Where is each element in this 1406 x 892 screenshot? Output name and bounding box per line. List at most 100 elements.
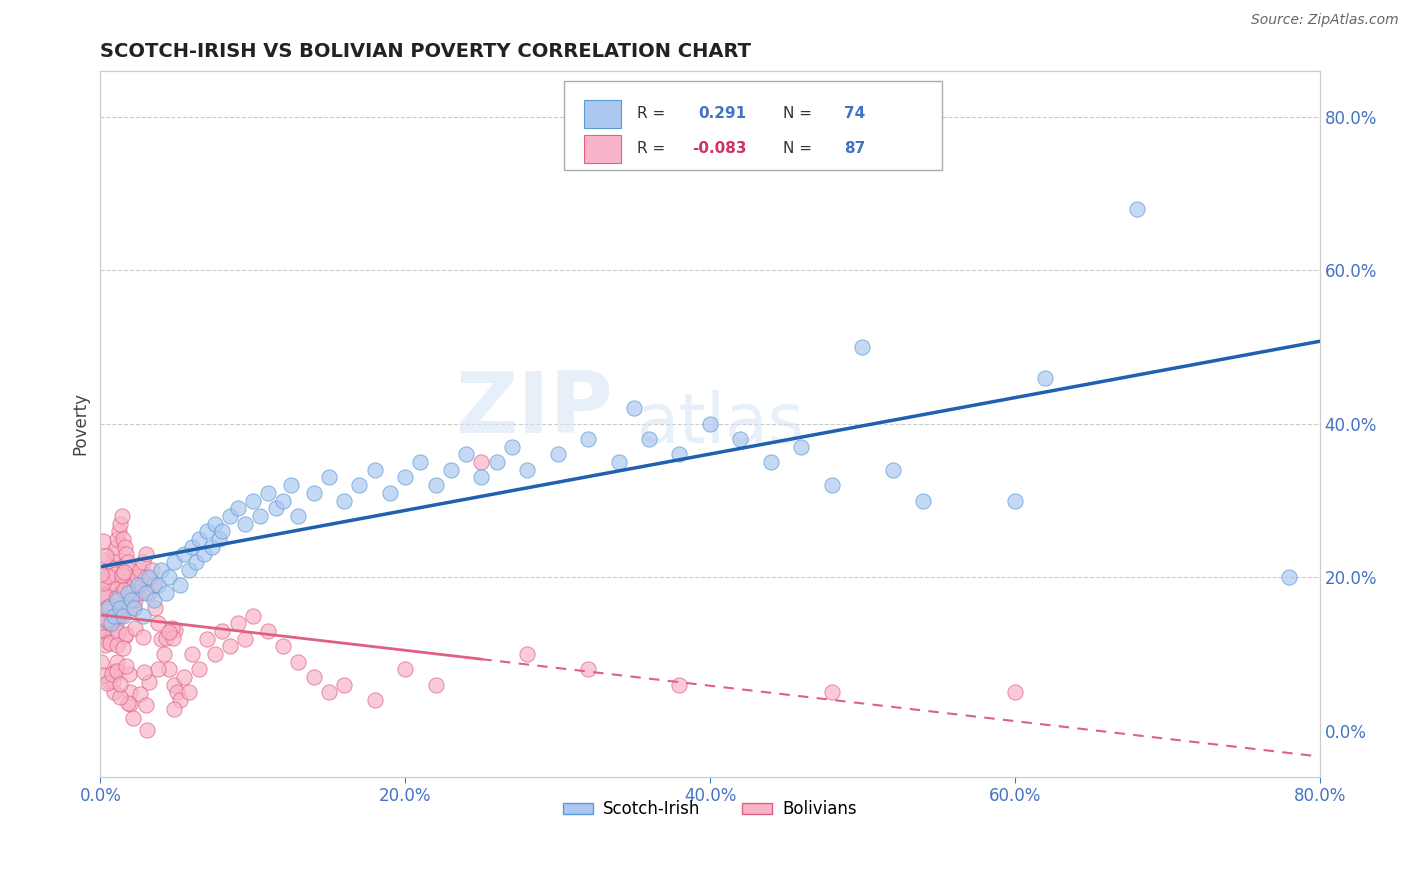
Point: [122, 601, 145, 615]
Point: [132, 630, 155, 644]
Point: [242, 608, 264, 623]
Point: [271, 493, 294, 508]
Point: [97, 568, 120, 582]
Point: [104, 664, 127, 678]
Point: [100, 563, 122, 577]
Point: [114, 540, 136, 554]
Point: [204, 647, 226, 661]
Point: [211, 624, 233, 638]
Point: [132, 608, 155, 623]
Point: [155, 632, 177, 646]
Point: [115, 547, 138, 561]
Point: [188, 532, 211, 546]
Point: [132, 555, 155, 569]
Point: [318, 685, 340, 699]
Point: [470, 455, 492, 469]
Text: 74: 74: [844, 105, 865, 120]
Point: [118, 697, 141, 711]
Point: [96, 585, 118, 599]
Point: [157, 662, 180, 676]
Point: [117, 555, 139, 569]
Point: [94, 590, 117, 604]
Point: [271, 640, 294, 654]
Legend: Scotch-Irish, Bolivians: Scotch-Irish, Bolivians: [557, 794, 863, 825]
FancyBboxPatch shape: [585, 135, 621, 163]
Point: [148, 616, 170, 631]
Point: [114, 593, 136, 607]
Text: -0.083: -0.083: [692, 141, 747, 156]
Point: [146, 662, 169, 676]
Point: [1004, 685, 1026, 699]
Point: [138, 570, 160, 584]
Point: [470, 470, 492, 484]
Point: [302, 486, 325, 500]
Point: [121, 593, 143, 607]
Point: [100, 577, 122, 591]
Text: N =: N =: [783, 105, 813, 120]
Point: [378, 486, 401, 500]
Point: [114, 658, 136, 673]
Point: [456, 447, 478, 461]
Point: [162, 631, 184, 645]
Point: [141, 563, 163, 577]
Point: [790, 440, 813, 454]
Point: [112, 608, 135, 623]
Point: [821, 478, 844, 492]
Point: [111, 508, 134, 523]
Point: [117, 696, 139, 710]
Point: [91, 553, 114, 567]
Point: [180, 540, 202, 554]
Point: [118, 601, 141, 615]
Point: [135, 585, 157, 599]
Point: [118, 667, 141, 681]
Point: [98, 560, 121, 574]
Point: [242, 493, 264, 508]
Point: [485, 455, 508, 469]
Point: [125, 570, 148, 584]
Point: [195, 524, 218, 539]
Point: [186, 555, 208, 569]
Point: [188, 662, 211, 676]
Point: [576, 662, 599, 676]
FancyBboxPatch shape: [564, 81, 942, 169]
Y-axis label: Poverty: Poverty: [72, 392, 89, 455]
Point: [821, 685, 844, 699]
Point: [103, 608, 125, 623]
Point: [101, 555, 124, 569]
Point: [668, 678, 690, 692]
Point: [136, 723, 159, 737]
Point: [1004, 493, 1026, 508]
Point: [94, 593, 117, 607]
Point: [219, 640, 242, 654]
Point: [124, 593, 146, 607]
Point: [162, 678, 184, 692]
Point: [302, 670, 325, 684]
Point: [122, 601, 145, 615]
Point: [90, 567, 112, 582]
Point: [318, 470, 340, 484]
Point: [107, 624, 129, 639]
Point: [104, 567, 127, 582]
Point: [394, 470, 416, 484]
Point: [201, 540, 224, 554]
Point: [128, 687, 150, 701]
Point: [94, 602, 117, 616]
Point: [138, 674, 160, 689]
Point: [115, 570, 138, 584]
Point: [93, 576, 115, 591]
Point: [547, 447, 569, 461]
Point: [226, 501, 249, 516]
Point: [208, 532, 231, 546]
Point: [108, 516, 131, 531]
Point: [98, 616, 121, 631]
Point: [1278, 570, 1301, 584]
Point: [120, 685, 142, 699]
Point: [1125, 202, 1147, 216]
Point: [110, 607, 132, 622]
Point: [204, 516, 226, 531]
Point: [93, 608, 115, 623]
Point: [96, 613, 118, 627]
Point: [142, 593, 165, 607]
Point: [97, 601, 120, 615]
Point: [112, 640, 135, 655]
